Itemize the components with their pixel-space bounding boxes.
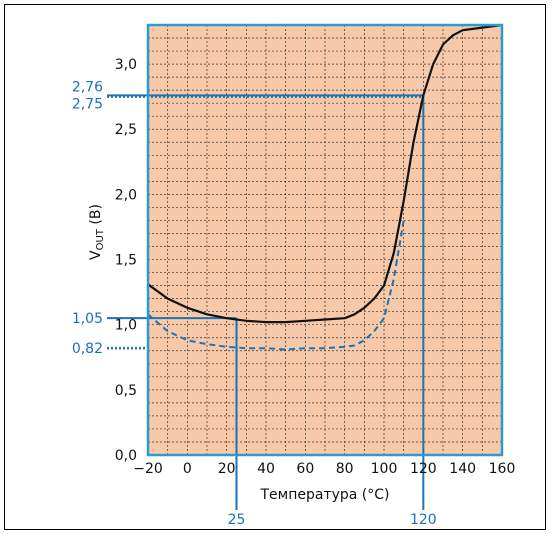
x-tick-labels: −20 0 20 40 60 80 100 120 140 160 [133, 461, 515, 477]
y-tick-label: 3,0 [115, 57, 137, 73]
y-axis-label-sub: OUT [95, 228, 106, 250]
x-tick-label: 20 [218, 461, 236, 477]
x-tick-label: 160 [489, 461, 516, 477]
y-axis-label-unit: (B) [88, 204, 104, 229]
y-tick-labels: 0,0 0,5 1,0 1,5 2,0 2,5 3,0 [115, 57, 137, 464]
plot-border [146, 23, 504, 457]
grid [148, 25, 502, 455]
x-tick-label: 40 [257, 461, 275, 477]
y-axis-label-main: V [88, 250, 104, 260]
annotation-markers: 25 120 2,76 2,75 1,05 0,82 [72, 79, 437, 528]
x-tick-label: 100 [371, 461, 398, 477]
y-marker-label: 0,82 [72, 341, 103, 357]
y-marker-label: 2,76 [72, 79, 103, 95]
series-line-solid [147, 23, 503, 324]
y-tick-label: 1,0 [115, 318, 137, 334]
x-axis-label: Температура (°C) [259, 487, 389, 503]
series-line-dashed [147, 220, 405, 351]
x-tick-label: 80 [336, 461, 354, 477]
x-tick-label: 0 [183, 461, 192, 477]
y-tick-label: 0,0 [115, 448, 137, 464]
x-tick-label: 120 [410, 461, 437, 477]
x-tick-label: 140 [449, 461, 476, 477]
y-axis-label: VOUT (B) [88, 204, 106, 260]
figure-frame [4, 4, 546, 530]
x-marker-label: 25 [228, 512, 246, 528]
y-marker-label: 1,05 [72, 311, 103, 327]
x-marker-label: 120 [410, 512, 437, 528]
series-group [147, 23, 503, 351]
y-marker-label: 2,75 [72, 97, 103, 113]
y-tick-label: 2,0 [115, 187, 137, 203]
y-tick-label: 1,5 [115, 253, 137, 269]
y-tick-label: 0,5 [115, 383, 137, 399]
y-tick-label: 2,5 [115, 122, 137, 138]
x-tick-label: −20 [133, 461, 163, 477]
x-tick-label: 60 [296, 461, 314, 477]
